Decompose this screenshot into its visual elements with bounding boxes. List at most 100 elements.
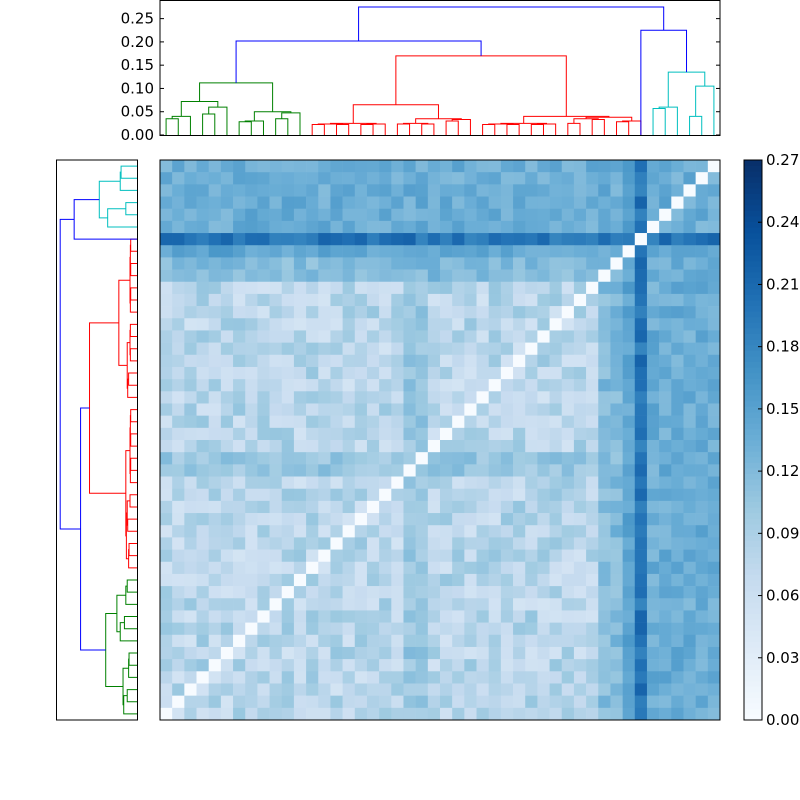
heatmap-cell bbox=[330, 598, 343, 611]
heatmap-cell bbox=[695, 403, 709, 416]
heatmap-cell bbox=[342, 330, 356, 343]
heatmap-cell bbox=[598, 440, 611, 453]
heatmap-cell bbox=[586, 440, 599, 453]
heatmap-cell bbox=[464, 610, 477, 623]
heatmap-cell bbox=[306, 464, 319, 477]
heatmap-cell bbox=[318, 537, 331, 550]
heatmap-cell bbox=[257, 306, 270, 319]
heatmap-cell bbox=[318, 184, 331, 197]
heatmap-cell bbox=[160, 427, 173, 441]
heatmap-cell bbox=[208, 488, 222, 502]
heatmap-cell bbox=[354, 464, 368, 477]
heatmap-cell bbox=[610, 306, 623, 319]
heatmap-cell bbox=[354, 500, 368, 514]
heatmap-cell bbox=[537, 233, 550, 246]
heatmap-cell bbox=[707, 598, 721, 611]
heatmap-cell bbox=[379, 598, 392, 611]
heatmap-cell bbox=[233, 330, 246, 343]
heatmap-cell bbox=[403, 634, 416, 648]
heatmap-cell bbox=[281, 208, 295, 222]
heatmap-cell bbox=[281, 452, 295, 465]
heatmap-cell bbox=[306, 659, 319, 672]
heatmap-cell bbox=[330, 233, 343, 246]
heatmap-cell bbox=[427, 160, 441, 173]
heatmap-cell bbox=[537, 513, 550, 526]
heatmap-cell bbox=[452, 306, 465, 319]
heatmap-cell bbox=[707, 160, 721, 173]
heatmap-cell bbox=[549, 415, 563, 429]
heatmap-cell bbox=[318, 549, 331, 563]
heatmap-cell bbox=[354, 220, 368, 234]
heatmap-cell bbox=[537, 573, 550, 587]
heatmap-cell bbox=[354, 622, 368, 636]
heatmap-cell bbox=[403, 354, 416, 368]
heatmap-cell bbox=[440, 537, 453, 550]
heatmap-cell bbox=[610, 586, 623, 599]
heatmap-cell bbox=[561, 269, 575, 283]
colorbar-tick-label: 0.03 bbox=[766, 649, 799, 667]
heatmap-cell bbox=[293, 403, 307, 416]
colorbar-segment bbox=[744, 641, 762, 648]
heatmap-cell bbox=[366, 561, 380, 575]
heatmap-cell bbox=[513, 537, 526, 550]
heatmap-cell bbox=[342, 403, 356, 416]
heatmap-cell bbox=[330, 634, 343, 648]
heatmap-cell bbox=[354, 160, 368, 173]
heatmap-cell bbox=[646, 671, 660, 684]
heatmap-cell bbox=[233, 464, 246, 477]
heatmap-cell bbox=[160, 196, 173, 209]
heatmap-cell bbox=[196, 233, 209, 246]
colorbar-segment bbox=[744, 501, 762, 508]
heatmap-cell bbox=[695, 573, 709, 587]
heatmap-cell bbox=[330, 525, 343, 538]
heatmap-cell bbox=[281, 513, 295, 526]
heatmap-cell bbox=[440, 659, 453, 672]
heatmap-cell bbox=[391, 208, 404, 222]
heatmap-cell bbox=[379, 233, 392, 246]
heatmap-cell bbox=[513, 427, 526, 441]
heatmap-cell bbox=[659, 634, 672, 648]
heatmap-cell bbox=[525, 269, 538, 283]
heatmap-cell bbox=[257, 452, 270, 465]
colorbar-tick-label: 0.15 bbox=[766, 400, 799, 418]
heatmap-cell bbox=[488, 318, 502, 331]
heatmap-cell bbox=[634, 525, 648, 538]
heatmap-cell bbox=[500, 379, 514, 392]
heatmap-cell bbox=[172, 306, 185, 319]
heatmap-cell bbox=[549, 245, 563, 258]
heatmap-cell bbox=[366, 354, 380, 368]
heatmap-cell bbox=[513, 561, 526, 575]
heatmap-cell bbox=[622, 208, 636, 222]
heatmap-cell bbox=[707, 573, 721, 587]
heatmap-cell bbox=[440, 391, 453, 404]
heatmap-cell bbox=[245, 671, 258, 684]
heatmap-cell bbox=[245, 269, 258, 283]
heatmap-cell bbox=[622, 330, 636, 343]
heatmap-cell bbox=[695, 622, 709, 636]
heatmap-cell bbox=[318, 561, 331, 575]
heatmap-cell bbox=[415, 440, 429, 453]
heatmap-cell bbox=[403, 659, 416, 672]
heatmap-cell bbox=[476, 500, 489, 514]
heatmap-cell bbox=[500, 403, 514, 416]
heatmap-cell bbox=[452, 695, 465, 709]
heatmap-cell bbox=[561, 220, 575, 234]
heatmap-cell bbox=[622, 646, 636, 660]
heatmap-cell bbox=[245, 537, 258, 550]
heatmap-cell bbox=[330, 415, 343, 429]
heatmap-cell bbox=[695, 549, 709, 563]
heatmap-cell bbox=[330, 537, 343, 550]
heatmap-cell bbox=[330, 196, 343, 209]
heatmap-cell bbox=[464, 464, 477, 477]
heatmap-cell bbox=[415, 257, 429, 270]
heatmap-cell bbox=[573, 671, 587, 684]
heatmap-cell bbox=[269, 659, 283, 672]
heatmap-cell bbox=[257, 245, 270, 258]
colorbar-segment bbox=[744, 423, 762, 430]
heatmap-cell bbox=[257, 208, 270, 222]
heatmap-cell bbox=[622, 269, 636, 283]
heatmap-cell bbox=[573, 634, 587, 648]
heatmap-cell bbox=[257, 196, 270, 209]
heatmap-cell bbox=[622, 403, 636, 416]
heatmap-cell bbox=[707, 659, 721, 672]
